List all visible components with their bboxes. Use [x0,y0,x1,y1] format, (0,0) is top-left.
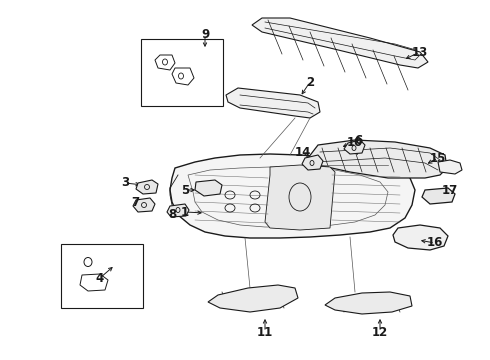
Polygon shape [136,180,158,194]
Text: 10: 10 [347,136,363,149]
Text: 11: 11 [257,325,273,338]
Polygon shape [252,18,428,68]
Polygon shape [167,204,189,217]
Polygon shape [265,165,335,230]
Polygon shape [344,140,365,154]
Text: 1: 1 [181,206,189,219]
Text: 2: 2 [306,76,314,89]
Text: 8: 8 [168,207,176,220]
Polygon shape [308,140,447,178]
Polygon shape [393,225,448,250]
Text: 6: 6 [354,134,362,147]
Text: 12: 12 [372,325,388,338]
Text: 7: 7 [131,195,139,208]
Text: 15: 15 [430,152,446,165]
Polygon shape [226,88,320,118]
Polygon shape [438,160,462,174]
Polygon shape [208,285,298,312]
Text: 17: 17 [442,184,458,197]
Polygon shape [195,180,222,196]
Polygon shape [325,292,412,314]
Text: 13: 13 [412,45,428,58]
Polygon shape [422,188,455,204]
Text: 4: 4 [96,271,104,284]
Text: 3: 3 [121,176,129,189]
Polygon shape [133,198,155,212]
Text: 9: 9 [201,28,209,41]
Polygon shape [170,154,415,238]
Text: 16: 16 [427,237,443,249]
Text: 14: 14 [295,145,311,158]
Text: 5: 5 [181,184,189,197]
Polygon shape [302,155,323,170]
